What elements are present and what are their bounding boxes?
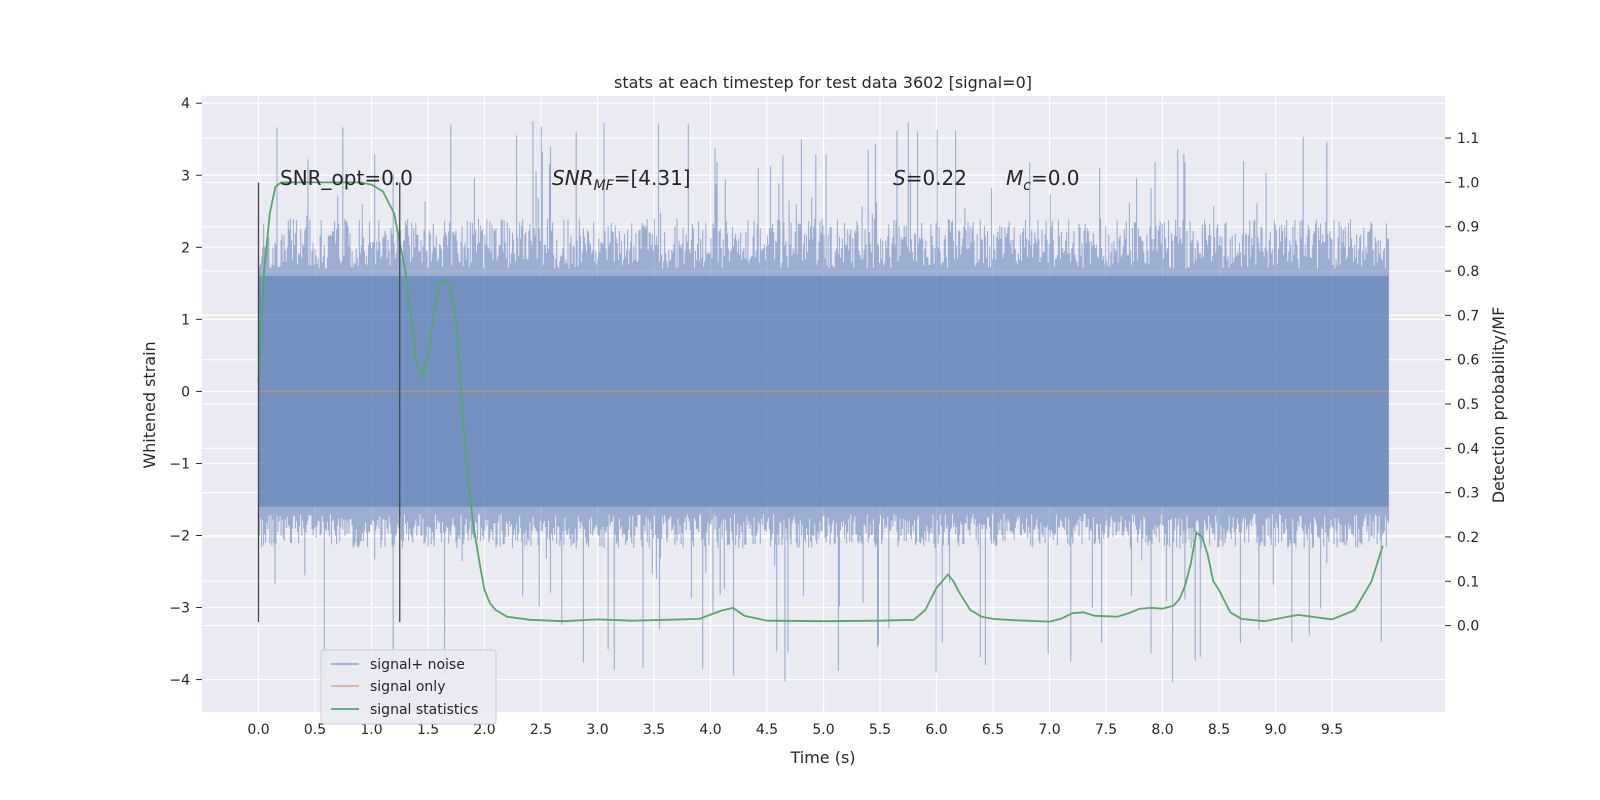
x-tick-label: 3.5	[643, 722, 665, 738]
legend-box	[320, 649, 497, 725]
x-tick-label: 0.0	[247, 722, 269, 738]
y2-tick-label: 0.8	[1457, 264, 1479, 280]
annotation-mc-value: =0.0	[1031, 166, 1080, 190]
x-tick-label: 1.0	[360, 722, 382, 738]
marker-lines	[257, 182, 401, 622]
y-axis-ticks: 4 3 2 1 0 −1 −2 −3 −4	[169, 96, 202, 689]
annotation-snr-mf-sub: MF	[594, 178, 615, 194]
x-tick-label: 2.5	[530, 722, 552, 738]
y-tick-label: −4	[169, 673, 190, 689]
x-tick-label: 9.0	[1264, 722, 1286, 738]
legend: signal+ noise signal only signal statist…	[320, 649, 497, 725]
x-tick-label: 1.5	[417, 722, 439, 738]
annotation-mc-var: M	[1006, 166, 1023, 190]
y-tick-label: −2	[169, 528, 190, 544]
y2-tick-label: 0.5	[1457, 397, 1479, 413]
x-tick-label: 7.5	[1095, 722, 1117, 738]
x-tick-label: 4.5	[756, 722, 778, 738]
legend-label-signal-statistics: signal statistics	[370, 702, 478, 718]
x-tick-label: 5.5	[869, 722, 891, 738]
x-tick-label: 7.0	[1038, 722, 1060, 738]
y2-tick-label: 0.9	[1457, 220, 1479, 236]
y2-tick-label: 0.3	[1457, 486, 1479, 502]
x-tick-label: 9.5	[1321, 722, 1343, 738]
x-tick-label: 6.0	[925, 722, 947, 738]
annotation-snr-mf-var: SNR	[552, 166, 594, 190]
annotation-s-value: =0.22	[906, 166, 967, 190]
y-tick-label: 0	[181, 384, 190, 400]
legend-label-noise: signal+ noise	[370, 657, 465, 673]
y-tick-label: 3	[181, 168, 190, 184]
y-tick-label: −3	[169, 601, 190, 617]
x-tick-label: 3.0	[586, 722, 608, 738]
x-tick-label: 8.0	[1151, 722, 1173, 738]
y2-tick-label: 0.7	[1457, 308, 1479, 324]
y2-tick-label: 1.0	[1457, 175, 1479, 191]
y-axis-label: Whitened strain	[140, 341, 159, 468]
y-tick-label: 4	[181, 96, 190, 112]
x-tick-label: 6.5	[982, 722, 1004, 738]
y2-tick-label: 0.6	[1457, 353, 1479, 369]
x-axis-ticks: 0.0 0.5 1.0 1.5 2.0 2.5 3.0 3.5 4.0 4.5 5.0 5.5 6.0 6…	[247, 722, 1343, 738]
y-tick-label: −1	[169, 456, 190, 472]
x-axis-label: Time (s)	[789, 748, 855, 767]
y2-tick-label: 0.1	[1457, 574, 1479, 590]
x-tick-label: 0.5	[304, 722, 326, 738]
y-tick-label: 2	[181, 240, 190, 256]
annotation-snr-mf: SNRMF=[4.31]	[552, 166, 691, 194]
y2-axis-label: Detection probability/MF	[1489, 307, 1508, 504]
signal-statistics-line	[257, 181, 1384, 623]
y2-tick-label: 0.4	[1457, 441, 1479, 457]
y2-tick-label: 0.2	[1457, 530, 1479, 546]
y2-axis-ticks: 1.1 1.0 0.9 0.8 0.7 0.6 0.5 0.4 0.3 0.2 0.1 0.0	[1445, 131, 1479, 635]
x-tick-label: 4.0	[699, 722, 721, 738]
chart-title: stats at each timestep for test data 360…	[614, 73, 1032, 92]
annotation-s: S=0.22	[893, 166, 967, 190]
line-series	[257, 181, 1389, 623]
annotation-mc-sub: c	[1023, 178, 1031, 194]
x-tick-label: 8.5	[1208, 722, 1230, 738]
x-tick-label: 5.0	[812, 722, 834, 738]
y-tick-label: 1	[181, 312, 190, 328]
annotation-s-var: S	[893, 166, 906, 190]
y2-tick-label: 0.0	[1457, 619, 1479, 635]
legend-label-signal-only: signal only	[370, 679, 445, 695]
y2-tick-label: 1.1	[1457, 131, 1479, 147]
annotation-mc: Mc=0.0	[1006, 166, 1080, 194]
annotation-snr-opt: SNR_opt=0.0	[280, 166, 413, 190]
annotation-snr-mf-value: =[4.31]	[614, 166, 691, 190]
x-tick-label: 2.0	[473, 722, 495, 738]
